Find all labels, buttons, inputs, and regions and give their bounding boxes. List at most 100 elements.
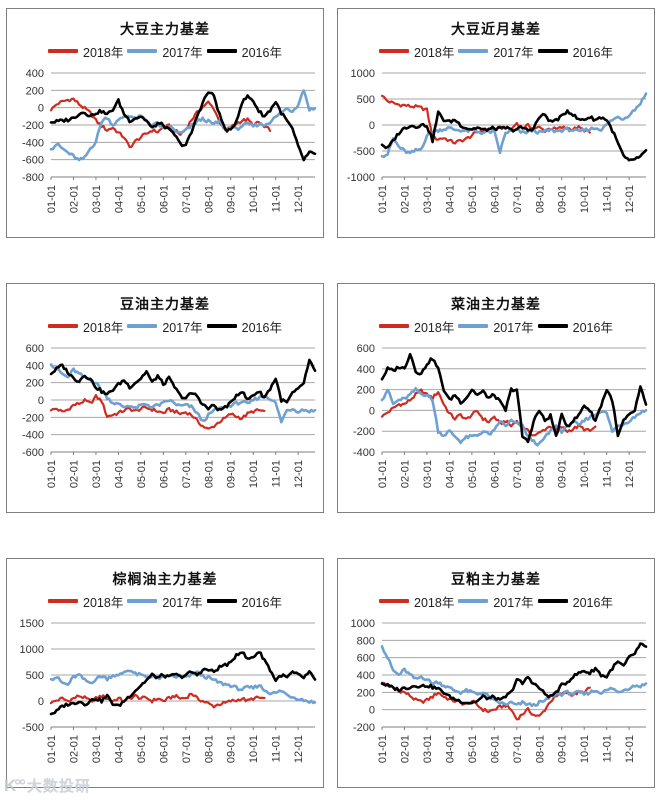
- line-chart: -500 0 500 1000 1500 01-01 02-01 03-01 04-01 05-0…: [20, 618, 317, 763]
- svg-text:02-01: 02-01: [68, 185, 80, 213]
- legend-item: 2018年: [48, 42, 123, 61]
- svg-text:05-01: 05-01: [136, 735, 148, 763]
- svg-text:09-01: 09-01: [557, 460, 569, 488]
- line-chart: -200 0 200 400 600 800 1000 01-01 02-01 03-01 04-0…: [351, 618, 648, 763]
- chart-title: 棕榈油主力基差: [112, 571, 218, 587]
- svg-text:01-01: 01-01: [377, 185, 389, 213]
- svg-text:02-01: 02-01: [399, 460, 411, 488]
- chart-legend: 2018年 2017年 2016年: [338, 589, 654, 613]
- legend-line-swatch: [458, 49, 489, 53]
- chart-panel-soyoil-main: 豆油主力基差 2018年 2017年 2016年 -600 -400 -200 0 200 4…: [6, 283, 324, 513]
- legend-item: 2017年: [458, 42, 534, 61]
- svg-text:03-01: 03-01: [422, 185, 434, 213]
- svg-text:200: 200: [357, 385, 375, 397]
- legend-line-swatch: [127, 324, 158, 328]
- chart-title: 豆油主力基差: [120, 296, 210, 312]
- svg-text:-500: -500: [22, 722, 44, 734]
- svg-text:04-01: 04-01: [444, 735, 456, 763]
- svg-text:07-01: 07-01: [512, 185, 524, 213]
- svg-text:11-01: 11-01: [602, 460, 614, 487]
- legend-item: 2018年: [379, 592, 454, 611]
- line-chart: -600 -400 -200 0 200 400 600 01-01 02-01 03-01 04-…: [22, 343, 317, 488]
- legend-label: 2018年: [414, 45, 455, 60]
- chart-legend: 2018年 2017年 2016年: [7, 589, 323, 613]
- legend-item: 2018年: [48, 317, 123, 336]
- svg-text:01-01: 01-01: [46, 185, 58, 213]
- svg-text:500: 500: [26, 670, 44, 682]
- svg-text:600: 600: [357, 343, 375, 355]
- legend-line-swatch: [537, 324, 568, 328]
- svg-text:500: 500: [357, 94, 375, 106]
- legend-label: 2018年: [414, 595, 455, 610]
- svg-text:12-01: 12-01: [293, 735, 305, 763]
- legend-item: 2018年: [379, 317, 454, 336]
- chart-panel-rapeoil-main: 菜油主力基差 2018年 2017年 2016年 -400 -200 0 200 400 60…: [337, 283, 655, 513]
- svg-text:04-01: 04-01: [444, 185, 456, 213]
- svg-text:-400: -400: [22, 430, 44, 442]
- svg-text:08-01: 08-01: [203, 735, 215, 763]
- svg-text:10-01: 10-01: [248, 460, 260, 488]
- chart-panel-palmoil-main: 棕榈油主力基差 2018年 2017年 2016年 -500 0 500 1000 1500…: [6, 558, 324, 788]
- legend-item: 2017年: [458, 592, 534, 611]
- svg-text:-200: -200: [22, 120, 44, 132]
- svg-text:200: 200: [357, 687, 375, 699]
- legend-line-swatch: [458, 599, 489, 603]
- legend-label: 2017年: [162, 320, 203, 335]
- svg-text:-400: -400: [22, 137, 44, 149]
- svg-text:-500: -500: [353, 146, 375, 158]
- legend-item: 2016年: [537, 317, 613, 336]
- chart-title: 大豆近月基差: [451, 21, 541, 37]
- svg-text:10-01: 10-01: [248, 185, 260, 213]
- svg-text:12-01: 12-01: [624, 185, 636, 213]
- svg-text:08-01: 08-01: [203, 460, 215, 488]
- legend-item: 2018年: [48, 592, 123, 611]
- legend-line-swatch: [537, 599, 568, 603]
- svg-text:04-01: 04-01: [113, 185, 125, 213]
- legend-item: 2018年: [379, 42, 454, 61]
- svg-text:-200: -200: [22, 412, 44, 424]
- legend-line-swatch: [206, 324, 237, 328]
- chart-panel-soybean-nearmonth: 大豆近月基差 2018年 2017年 2016年 -1000 -500 0 500 1000…: [337, 8, 655, 238]
- svg-text:1000: 1000: [351, 618, 375, 630]
- svg-text:02-01: 02-01: [399, 185, 411, 213]
- svg-text:06-01: 06-01: [489, 185, 501, 213]
- svg-text:-200: -200: [353, 722, 375, 734]
- legend-label: 2016年: [241, 45, 282, 60]
- legend-item: 2016年: [206, 317, 282, 336]
- svg-text:0: 0: [369, 120, 375, 132]
- svg-text:11-01: 11-01: [271, 735, 283, 762]
- svg-text:11-01: 11-01: [602, 735, 614, 762]
- svg-text:1000: 1000: [20, 644, 44, 656]
- svg-text:200: 200: [26, 85, 44, 97]
- svg-text:08-01: 08-01: [534, 185, 546, 213]
- svg-text:400: 400: [26, 68, 44, 80]
- svg-text:07-01: 07-01: [512, 735, 524, 763]
- legend-line-swatch: [206, 599, 237, 603]
- legend-line-swatch: [206, 49, 237, 53]
- legend-line-swatch: [379, 324, 410, 328]
- svg-text:11-01: 11-01: [602, 185, 614, 212]
- svg-text:03-01: 03-01: [91, 460, 103, 488]
- legend-line-swatch: [379, 49, 410, 53]
- line-chart: -1000 -500 0 500 1000 01-01 02-01 03-01 04-01 05-…: [347, 68, 648, 213]
- svg-text:0: 0: [38, 696, 44, 708]
- svg-text:04-01: 04-01: [444, 460, 456, 488]
- svg-text:04-01: 04-01: [113, 460, 125, 488]
- svg-text:03-01: 03-01: [422, 735, 434, 763]
- svg-text:02-01: 02-01: [68, 460, 80, 488]
- svg-text:04-01: 04-01: [113, 735, 125, 763]
- svg-text:03-01: 03-01: [422, 460, 434, 488]
- svg-text:09-01: 09-01: [557, 185, 569, 213]
- chart-panel-soymeal-main: 豆粕主力基差 2018年 2017年 2016年 -200 0 200 400 600 800…: [337, 558, 655, 788]
- svg-text:02-01: 02-01: [399, 735, 411, 763]
- svg-text:0: 0: [38, 103, 44, 115]
- svg-text:11-01: 11-01: [271, 460, 283, 487]
- chart-legend: 2018年 2017年 2016年: [338, 314, 654, 338]
- legend-item: 2016年: [206, 592, 282, 611]
- svg-text:11-01: 11-01: [271, 185, 283, 212]
- legend-line-swatch: [127, 599, 158, 603]
- legend-item: 2017年: [127, 42, 203, 61]
- svg-text:800: 800: [357, 635, 375, 647]
- line-chart: -400 -200 0 200 400 600 01-01 02-01 03-01 04-01 05…: [353, 343, 648, 488]
- charts-grid: 大豆主力基差 2018年 2017年 2016年 -800 -600 -400 -200 0…: [6, 8, 655, 788]
